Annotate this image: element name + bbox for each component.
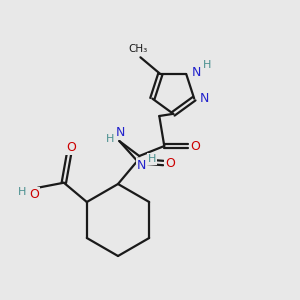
Text: O: O [29,188,39,201]
Text: H: H [148,154,157,164]
Text: O: O [190,140,200,152]
Text: N: N [200,92,209,105]
Text: H: H [106,134,115,144]
Text: O: O [66,141,76,154]
Text: N: N [116,125,125,139]
Text: O: O [165,157,175,169]
Text: N: N [136,158,146,172]
Text: N: N [191,65,201,79]
Text: CH₃: CH₃ [129,44,148,54]
Text: H: H [203,60,212,70]
Text: H: H [18,187,26,197]
